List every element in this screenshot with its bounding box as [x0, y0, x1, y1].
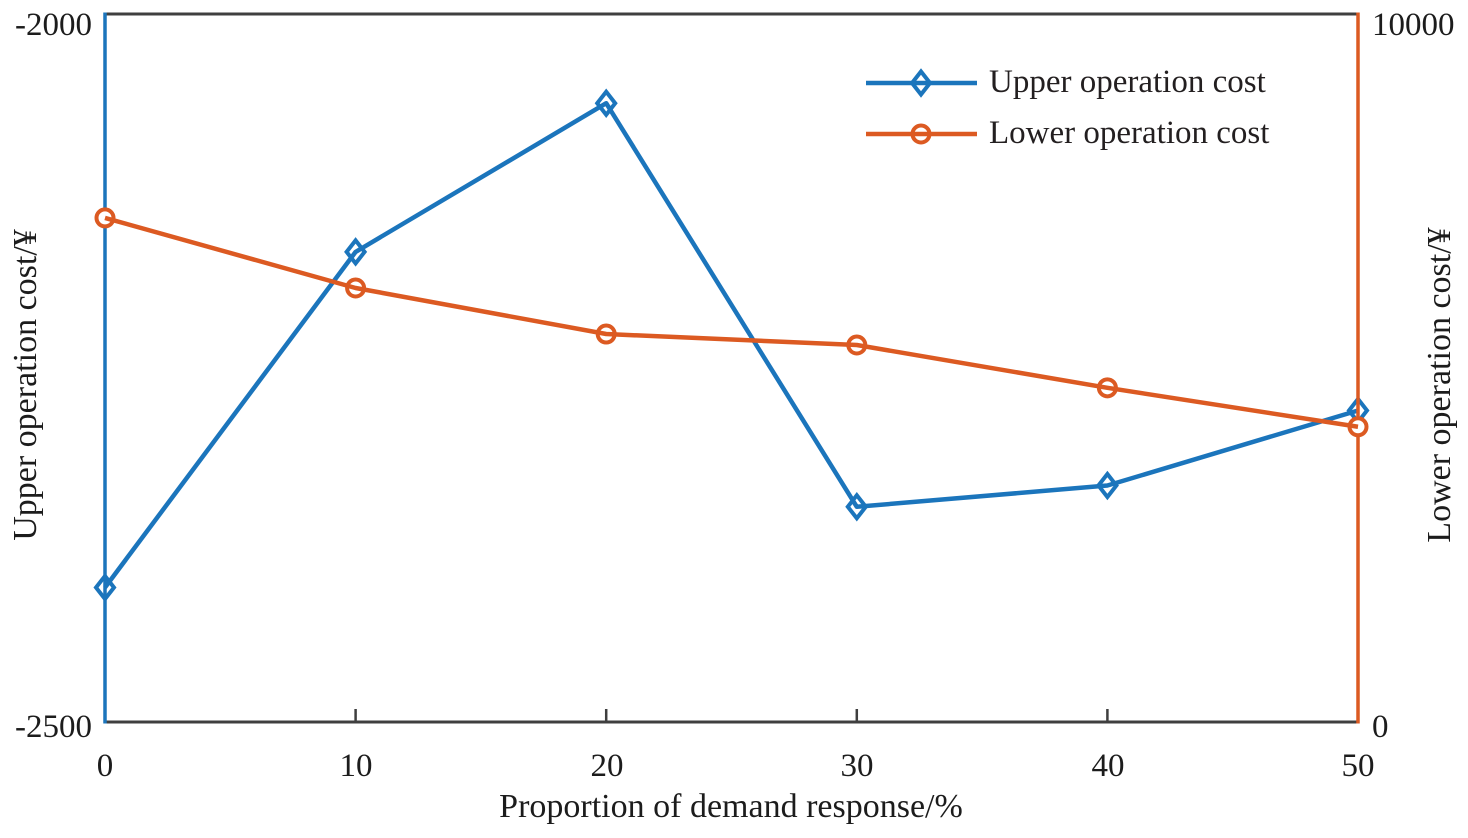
right-axis-tick-top: 10000 [1372, 7, 1455, 43]
legend-swatch-upper-line-diamond-icon [866, 67, 977, 98]
legend: Upper operation cost Lower operation cos… [864, 58, 1269, 158]
legend-swatch-lower-line-circle-icon [866, 123, 977, 144]
right-axis-title: Lower operation cost/¥ [1421, 227, 1458, 543]
right-axis-tick-bottom: 0 [1372, 709, 1389, 745]
x-axis-tick-20: 20 [590, 748, 624, 784]
legend-item-upper-operation-cost: Upper operation cost [864, 58, 1269, 107]
left-axis-tick-bottom: -2500 [15, 709, 92, 745]
x-axis-tick-30: 30 [840, 748, 874, 784]
x-axis-tick-0: 0 [96, 748, 114, 784]
left-axis-title: Upper operation cost/¥ [7, 229, 44, 541]
legend-item-lower-operation-cost: Lower operation cost [864, 109, 1269, 158]
x-axis-tick-10: 10 [339, 748, 373, 784]
x-axis-tick-50: 50 [1341, 748, 1375, 784]
legend-label: Upper operation cost [989, 64, 1266, 100]
x-axis-title: Proportion of demand response/% [499, 788, 963, 825]
legend-label: Lower operation cost [989, 115, 1270, 151]
x-axis-tick-40: 40 [1091, 748, 1125, 784]
left-axis-tick-top: -2000 [15, 7, 92, 43]
